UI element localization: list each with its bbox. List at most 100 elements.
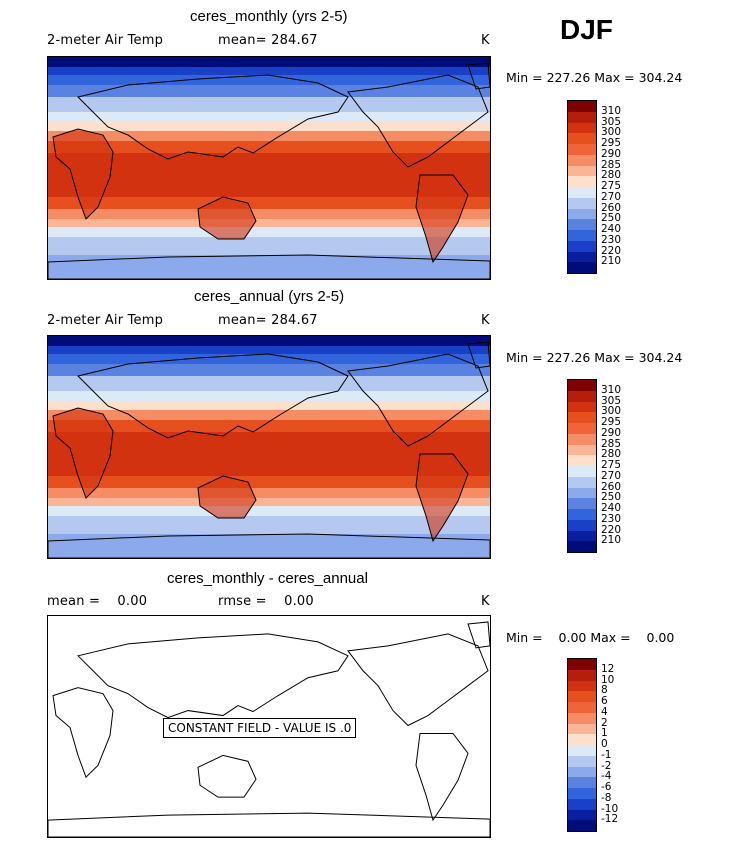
colorbar-swatch <box>568 691 596 702</box>
panel-3-mean: mean = 0.00 <box>47 594 148 609</box>
temperature-band <box>48 391 490 401</box>
temperature-band <box>48 420 490 432</box>
colorbar-tick-label: 210 <box>601 534 622 547</box>
colorbar-tick-label: 240 <box>601 502 622 514</box>
temperature-band <box>48 498 490 506</box>
temperature-band <box>48 401 490 410</box>
temperature-band <box>48 237 490 255</box>
temperature-field <box>48 336 490 558</box>
colorbar-swatch <box>568 176 596 187</box>
colorbar-swatch <box>568 669 596 681</box>
coastline <box>52 407 114 499</box>
colorbar-tick-label: -1 <box>601 748 612 761</box>
coastline <box>347 74 489 168</box>
colorbar-swatch <box>568 154 596 166</box>
colorbar-tick-label: -12 <box>601 813 619 826</box>
colorbar-tick-label: 300 <box>601 126 622 139</box>
colorbar-tick-label: 250 <box>601 491 622 504</box>
warm-region <box>416 175 468 262</box>
warm-region <box>53 408 113 498</box>
panel-1-colorbar <box>567 100 597 274</box>
colorbar-swatch <box>568 734 596 745</box>
colorbar-tick-label: 230 <box>601 512 622 525</box>
colorbar-tick-label: 270 <box>601 469 622 482</box>
colorbar-swatch <box>568 423 596 434</box>
colorbar-tick-label: 280 <box>601 448 622 461</box>
colorbar-tick-label: 8 <box>601 684 608 697</box>
colorbar-tick-label: 290 <box>601 147 622 160</box>
coastline <box>347 633 489 727</box>
colorbar-swatch <box>568 766 596 778</box>
colorbar-swatch <box>568 433 596 445</box>
constant-field-label: CONSTANT FIELD - VALUE IS .0 <box>163 718 357 738</box>
colorbar-tick-label: 210 <box>601 255 622 268</box>
colorbar-tick-label: 295 <box>601 416 622 428</box>
temperature-band <box>48 57 490 67</box>
colorbar-swatch <box>568 412 596 423</box>
panel-2-unit: K <box>481 313 490 328</box>
colorbar-tick-label: 0 <box>601 738 608 750</box>
colorbar-swatch <box>568 712 596 724</box>
colorbar-swatch <box>568 519 596 531</box>
colorbar-tick-label: 10 <box>601 673 615 686</box>
colorbar-tick-label: 1 <box>601 727 608 740</box>
colorbar-tick-label: 6 <box>601 695 608 707</box>
temperature-band <box>48 141 490 153</box>
colorbar-swatch <box>568 219 596 230</box>
colorbar-tick-label: 250 <box>601 212 622 225</box>
panel-3-colorbar <box>567 658 597 832</box>
colorbar-swatch <box>568 659 596 670</box>
coastline <box>52 128 114 220</box>
colorbar-swatch <box>568 144 596 155</box>
coastline <box>77 353 349 439</box>
colorbar-swatch <box>568 187 596 198</box>
colorbar-swatch <box>568 476 596 488</box>
coastline <box>197 754 257 798</box>
panel-2-colorbar <box>567 379 597 553</box>
panel-1-title: ceres_monthly (yrs 2-5) <box>190 8 348 25</box>
panel-1-minmax: Min = 227.26 Max = 304.24 <box>506 70 683 85</box>
temperature-band <box>48 131 490 141</box>
temperature-band <box>48 67 490 75</box>
panel-1-variable: 2-meter Air Temp <box>47 33 164 48</box>
temperature-band <box>48 336 490 346</box>
warm-region <box>53 129 113 219</box>
warm-region <box>198 476 256 518</box>
colorbar-swatch <box>568 262 596 273</box>
colorbar-tick-label: 305 <box>601 115 622 128</box>
colorbar-tick-label: 4 <box>601 705 608 718</box>
colorbar-tick-label: 275 <box>601 459 622 471</box>
coastline <box>415 174 469 264</box>
temperature-band <box>48 488 490 498</box>
colorbar-swatch <box>568 240 596 252</box>
colorbar-swatch <box>568 101 596 112</box>
colorbar-swatch <box>568 122 596 134</box>
colorbar-tick-label: -8 <box>601 791 612 804</box>
temperature-band <box>48 197 490 209</box>
temperature-band <box>48 432 490 476</box>
temperature-band <box>48 410 490 420</box>
coastline <box>48 254 490 279</box>
temperature-band <box>48 346 490 354</box>
colorbar-tick-label: 260 <box>601 201 622 214</box>
panel-3-title: ceres_monthly - ceres_annual <box>167 570 368 587</box>
colorbar-swatch <box>568 777 596 788</box>
coastline <box>415 732 469 822</box>
colorbar-tick-label: 305 <box>601 394 622 407</box>
coastline-map <box>48 621 490 837</box>
coastline <box>48 812 490 837</box>
panel-3-rmse: rmse = 0.00 <box>218 594 314 609</box>
colorbar-swatch <box>568 745 596 756</box>
panel-3-unit: K <box>481 594 490 609</box>
temperature-band <box>48 219 490 227</box>
temperature-band <box>48 122 490 131</box>
coastline <box>48 533 490 558</box>
coastline <box>467 341 490 369</box>
colorbar-swatch <box>568 466 596 477</box>
panel-2-title: ceres_annual (yrs 2-5) <box>194 288 345 305</box>
colorbar-swatch <box>568 509 596 520</box>
colorbar-swatch <box>568 380 596 391</box>
panel-2-mean: mean= 284.67 <box>218 313 318 328</box>
colorbar-tick-label: 275 <box>601 180 622 192</box>
colorbar-tick-label: 230 <box>601 233 622 246</box>
